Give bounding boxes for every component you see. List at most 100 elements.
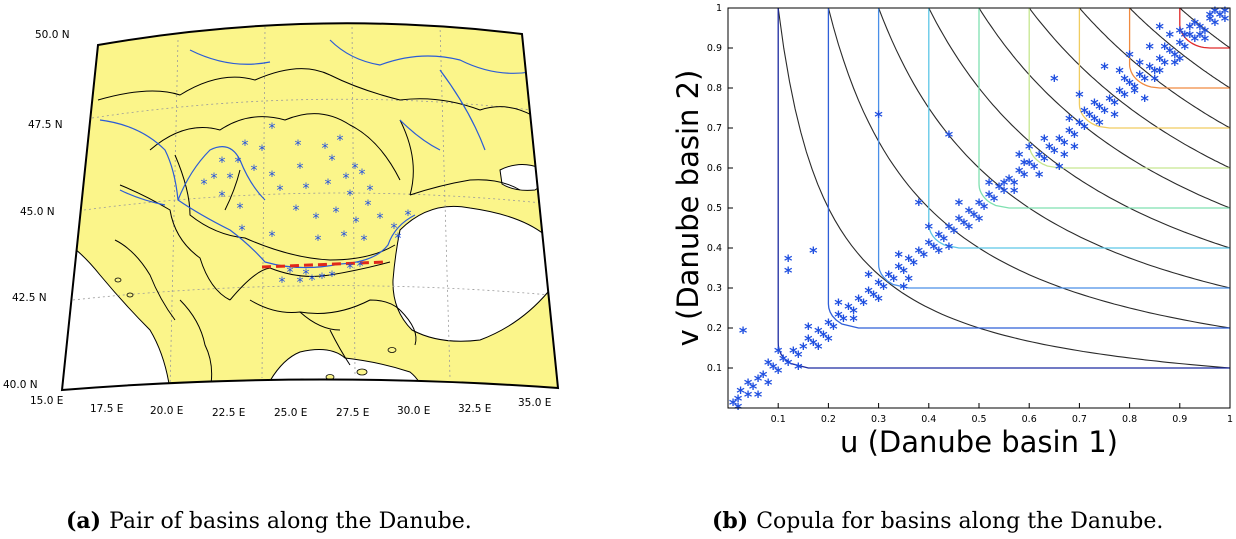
data-point: * — [739, 323, 748, 342]
data-point: * — [774, 363, 783, 382]
contour-line-independence — [777, 7, 1231, 369]
contour-line-copula — [1028, 8, 1230, 169]
contour-line-copula — [978, 8, 1230, 209]
caption-a-text: Pair of basins along the Danube. — [109, 509, 472, 534]
caption-b: (b) Copula for basins along the Danube. — [712, 508, 1163, 534]
data-point: * — [809, 335, 818, 354]
data-point: * — [920, 247, 929, 266]
contour-line-copula — [777, 8, 1230, 369]
data-point: * — [905, 271, 914, 290]
data-point: * — [759, 367, 768, 386]
x-tick-label: 0.2 — [821, 414, 836, 425]
data-point: * — [764, 355, 773, 374]
data-point: * — [1130, 79, 1139, 98]
lat-label-45: 45.0 N — [20, 206, 55, 218]
x-tick-label: 0.5 — [971, 414, 986, 425]
data-point: * — [1196, 19, 1205, 38]
data-point: * — [1035, 147, 1044, 166]
data-point: * — [1080, 103, 1089, 122]
x-tick-label: 0.3 — [871, 414, 886, 425]
data-point: * — [1196, 27, 1205, 46]
data-point: * — [1156, 19, 1165, 38]
data-point: * — [874, 291, 883, 310]
data-point: * — [1171, 47, 1180, 66]
data-point: * — [774, 343, 783, 362]
data-point: * — [910, 255, 919, 274]
adriatic-sea — [62, 239, 171, 391]
data-point: * — [1221, 3, 1230, 22]
data-point: * — [764, 375, 773, 394]
data-point: * — [1140, 71, 1149, 90]
station-marker: * — [269, 229, 276, 245]
contour-line-copula — [1179, 8, 1230, 49]
station-marker: * — [343, 171, 350, 187]
data-point: * — [809, 243, 818, 262]
data-point: * — [1115, 63, 1124, 82]
data-point: * — [1176, 35, 1185, 54]
data-point: * — [1161, 39, 1170, 58]
data-point: * — [945, 239, 954, 258]
data-point: * — [1201, 23, 1210, 42]
data-point: * — [874, 275, 883, 294]
x-tick-labels: 0.1 0.2 0.3 0.4 0.5 0.6 0.7 0.8 0.9 1 — [771, 403, 1233, 425]
data-point: * — [1156, 51, 1165, 70]
data-point: * — [729, 395, 738, 414]
data-point: * — [1166, 27, 1175, 46]
x-axis-label: u (Danube basin 1) — [840, 425, 1118, 459]
station-marker: * — [365, 198, 372, 214]
data-point: * — [975, 211, 984, 230]
data-point: * — [935, 243, 944, 262]
station-marker: * — [239, 223, 246, 239]
data-point: * — [1085, 107, 1094, 126]
data-point: * — [1145, 39, 1154, 58]
lat-label-42-5: 42.5 N — [12, 292, 47, 304]
x-tick-label: 0.1 — [771, 414, 786, 425]
station-marker: * — [295, 138, 302, 154]
station-marker: * — [201, 177, 208, 193]
station-marker: * — [297, 275, 304, 291]
data-point: * — [1135, 55, 1144, 74]
data-point: * — [1040, 131, 1049, 150]
data-point: * — [905, 251, 914, 270]
danube-river — [99, 119, 416, 269]
contour-line-copula — [827, 8, 1230, 329]
station-marker: * — [269, 121, 276, 137]
data-point: * — [1015, 147, 1024, 166]
data-point: * — [1090, 95, 1099, 114]
y-tick-label: 0.2 — [707, 323, 722, 334]
data-point: * — [1206, 7, 1215, 26]
data-point: * — [925, 235, 934, 254]
station-marker: * — [359, 167, 366, 183]
data-point: * — [894, 259, 903, 278]
data-point: * — [1065, 111, 1074, 130]
data-point: * — [864, 283, 873, 302]
data-point: * — [1050, 143, 1059, 162]
data-point: * — [1000, 175, 1009, 194]
station-marker: * — [325, 177, 332, 193]
caption-b-label: (b) — [712, 508, 749, 534]
lon-label-15: 15.0 E — [30, 395, 63, 407]
data-point: * — [1025, 155, 1034, 174]
data-point: * — [874, 107, 883, 126]
contour-line-copula — [928, 8, 1230, 249]
data-point: * — [1120, 87, 1129, 106]
y-tick-label: 0.4 — [707, 243, 722, 254]
contour-line-independence — [978, 7, 1231, 209]
data-point: * — [839, 311, 848, 330]
data-point: * — [945, 219, 954, 238]
data-point: * — [779, 351, 788, 370]
data-point: * — [884, 267, 893, 286]
data-point: * — [1075, 87, 1084, 106]
data-point: * — [1100, 59, 1109, 78]
contour-line-independence — [1028, 7, 1231, 169]
data-point: * — [1181, 27, 1190, 46]
station-marker: * — [361, 233, 368, 249]
data-point: * — [1095, 115, 1104, 134]
data-point: * — [1221, 11, 1230, 30]
caption-a-label: (a) — [66, 508, 102, 534]
basin-pair-line — [261, 260, 386, 269]
data-point: * — [744, 387, 753, 406]
caption-b-text: Copula for basins along the Danube. — [756, 509, 1164, 534]
data-point: * — [1080, 119, 1089, 138]
copula-chart: *** *************************************… — [671, 3, 1233, 459]
